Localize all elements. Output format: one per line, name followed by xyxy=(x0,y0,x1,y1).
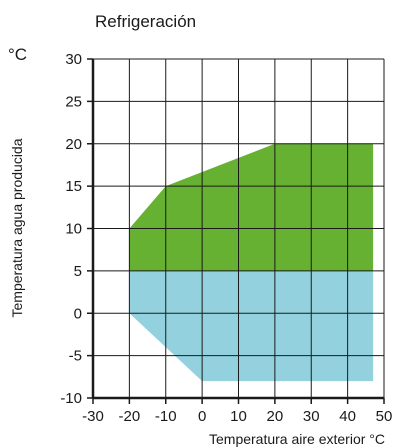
y-axis-label: Temperatura agua producida xyxy=(9,138,25,317)
x-tick-label: 20 xyxy=(267,408,284,425)
x-tick-label: -10 xyxy=(155,408,177,425)
x-tick-label: 10 xyxy=(230,408,247,425)
y-tick-label: 10 xyxy=(65,221,82,238)
x-tick-label: 30 xyxy=(303,408,320,425)
x-tick-label: 40 xyxy=(339,408,356,425)
y-tick-label: -10 xyxy=(60,390,82,407)
x-tick-label: -30 xyxy=(82,408,104,425)
y-tick-label: 30 xyxy=(65,51,82,68)
y-tick-label: 25 xyxy=(65,93,82,110)
x-axis-label: Temperatura aire exterior °C xyxy=(209,431,385,447)
grid-lines xyxy=(93,58,385,398)
axes xyxy=(87,58,385,404)
chart-title: Refrigeración xyxy=(95,12,196,31)
y-tick-label: 15 xyxy=(65,178,82,195)
tick-labels: -30 -20 -10 0 10 20 30 40 50 -10 -5 0 5 10 15 20 25 30 xyxy=(60,51,392,425)
y-tick-label: -5 xyxy=(69,348,82,365)
plot-areas xyxy=(129,143,374,382)
y-tick-label: 5 xyxy=(74,263,82,280)
x-tick-label: 0 xyxy=(198,408,206,425)
y-tick-label: 0 xyxy=(74,305,82,322)
y-tick-label: 20 xyxy=(65,136,82,153)
range-area-2 xyxy=(129,270,374,382)
range-area-1 xyxy=(129,143,374,271)
x-tick-label: -20 xyxy=(119,408,141,425)
x-tick-label: 50 xyxy=(376,408,393,425)
y-axis-unit: °C xyxy=(8,45,27,64)
